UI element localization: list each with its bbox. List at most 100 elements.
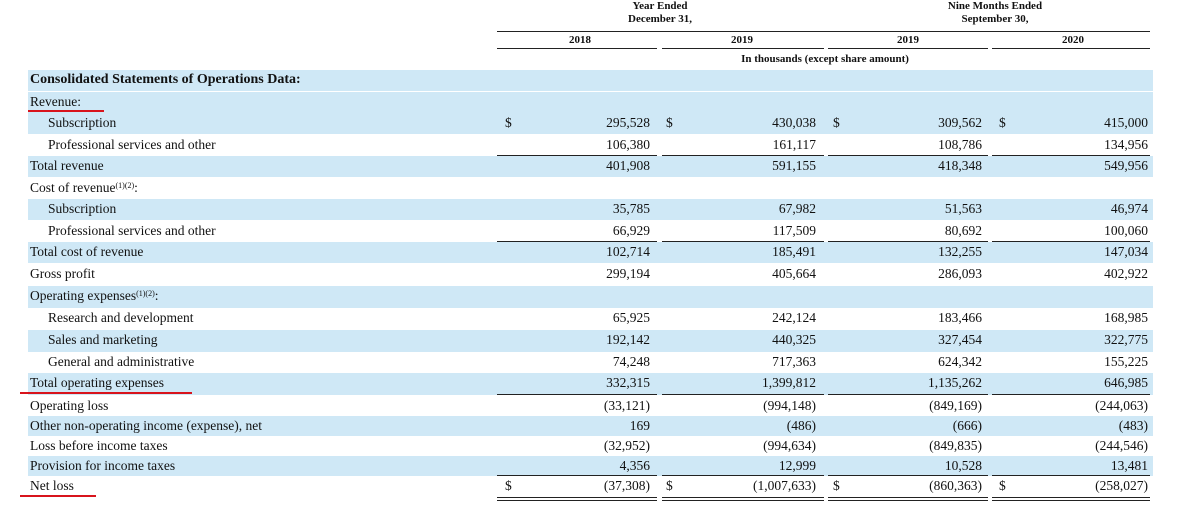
row-band <box>28 286 1153 308</box>
cell-value: 242,124 <box>772 310 816 325</box>
cell-value: (849,835) <box>929 438 982 453</box>
cell-value: 405,664 <box>772 266 816 281</box>
total-rule <box>662 241 824 242</box>
footnote-marker: (1)(2) <box>115 181 135 190</box>
total-rule <box>497 241 657 242</box>
cell-value: 185,491 <box>772 244 816 259</box>
cell-value: (1,007,633) <box>753 478 816 493</box>
currency-symbol: $ <box>999 115 1006 130</box>
double-rule <box>662 500 824 501</box>
cell-value: (258,027) <box>1095 478 1148 493</box>
row-label-text: Net loss <box>30 478 74 493</box>
cell-value: (37,308) <box>603 478 650 493</box>
cell-value: 74,248 <box>612 354 650 369</box>
row-label: Subscription <box>48 201 116 217</box>
cell-value: (994,148) <box>763 398 816 413</box>
currency-symbol: $ <box>505 478 512 493</box>
total-rule <box>497 475 657 476</box>
cell-value: 147,034 <box>1104 244 1148 259</box>
cell-value: 80,692 <box>944 223 982 238</box>
row-label-text: Operating loss <box>30 398 109 413</box>
cell-value: 549,956 <box>1104 158 1148 173</box>
cell-value: 169 <box>629 418 650 433</box>
cell-value: 46,974 <box>1110 201 1148 216</box>
total-rule <box>662 394 824 395</box>
cell-value: 51,563 <box>944 201 982 216</box>
section-title: Consolidated Statements of Operations Da… <box>30 72 301 87</box>
currency-symbol: $ <box>999 478 1006 493</box>
row-label: Net loss <box>30 478 74 494</box>
cell-value: 117,509 <box>772 223 816 238</box>
cell-value: 35,785 <box>612 201 650 216</box>
currency-symbol: $ <box>666 115 673 130</box>
row-band <box>28 330 1153 352</box>
period-header-nine-months: Nine Months Ended September 30, <box>890 0 1100 26</box>
row-label: Loss before income taxes <box>30 438 168 454</box>
cell-value: 168,985 <box>1104 310 1148 325</box>
cell-value: 440,325 <box>772 332 816 347</box>
footnote-marker: (1)(2) <box>136 289 155 298</box>
red-underline-annotation <box>28 110 104 112</box>
double-rule <box>992 500 1150 501</box>
currency-symbol: $ <box>505 115 512 130</box>
period-header-line1: Nine Months Ended <box>947 0 1043 12</box>
row-band <box>28 92 1153 113</box>
row-label: General and administrative <box>48 354 194 370</box>
total-rule <box>497 155 657 156</box>
total-rule <box>662 155 824 156</box>
double-rule <box>497 500 657 501</box>
row-label-text: Professional services and other <box>48 223 216 238</box>
cell-value: 192,142 <box>606 332 650 347</box>
section-title-band <box>28 70 1153 91</box>
row-label: Total revenue <box>30 158 104 174</box>
double-rule <box>828 500 988 501</box>
row-label-text: Total cost of revenue <box>30 244 144 259</box>
row-label-text: Professional services and other <box>48 137 216 152</box>
units-note: In thousands (except share amount) <box>741 53 909 65</box>
cell-value: 286,093 <box>938 266 982 281</box>
row-label: Professional services and other <box>48 223 216 239</box>
row-label-text: Total operating expenses <box>30 375 165 390</box>
cell-value: 1,399,812 <box>762 375 816 390</box>
row-label-text: Subscription <box>48 201 117 216</box>
row-band <box>28 416 1153 436</box>
row-label: Subscription <box>48 115 116 131</box>
cell-value: 624,342 <box>938 354 982 369</box>
cell-value: (32,952) <box>603 438 650 453</box>
row-label-text: Gross profit <box>30 266 95 281</box>
row-label-text: Operating expenses <box>30 288 137 303</box>
row-label-text: Revenue: <box>30 94 81 109</box>
row-label: Operating expenses(1)(2): <box>30 288 159 303</box>
cell-value: (244,063) <box>1095 398 1148 413</box>
year-rule-2018 <box>497 48 657 49</box>
cell-value: (666) <box>952 418 982 433</box>
cell-value: (849,169) <box>929 398 982 413</box>
row-label: Sales and marketing <box>48 332 157 348</box>
year-rule-2020 <box>992 48 1150 49</box>
row-band <box>28 156 1153 177</box>
year-header-2019: 2019 <box>731 34 753 46</box>
row-label: Operating loss <box>30 398 108 414</box>
row-label: Provision for income taxes <box>30 458 175 474</box>
total-rule <box>662 475 824 476</box>
cell-value: 402,922 <box>1104 266 1148 281</box>
row-label: Other non-operating income (expense), ne… <box>30 418 262 434</box>
cell-value: 717,363 <box>772 354 816 369</box>
total-rule <box>992 241 1150 242</box>
cell-value: (486) <box>786 418 816 433</box>
currency-symbol: $ <box>833 478 840 493</box>
cell-value: (860,363) <box>929 478 982 493</box>
cell-value: (483) <box>1118 418 1148 433</box>
cell-value: 309,562 <box>938 115 982 130</box>
cell-value: 13,481 <box>1110 458 1148 473</box>
cell-value: 10,528 <box>944 458 982 473</box>
total-rule <box>992 475 1150 476</box>
year-rule-2019-nine-months <box>828 48 988 49</box>
row-band <box>28 456 1153 476</box>
row-label-text: Loss before income taxes <box>30 438 168 453</box>
year-header-2020: 2020 <box>1062 34 1084 46</box>
currency-symbol: $ <box>833 115 840 130</box>
row-band <box>28 373 1153 395</box>
cell-value: 161,117 <box>772 137 816 152</box>
total-rule <box>992 155 1150 156</box>
